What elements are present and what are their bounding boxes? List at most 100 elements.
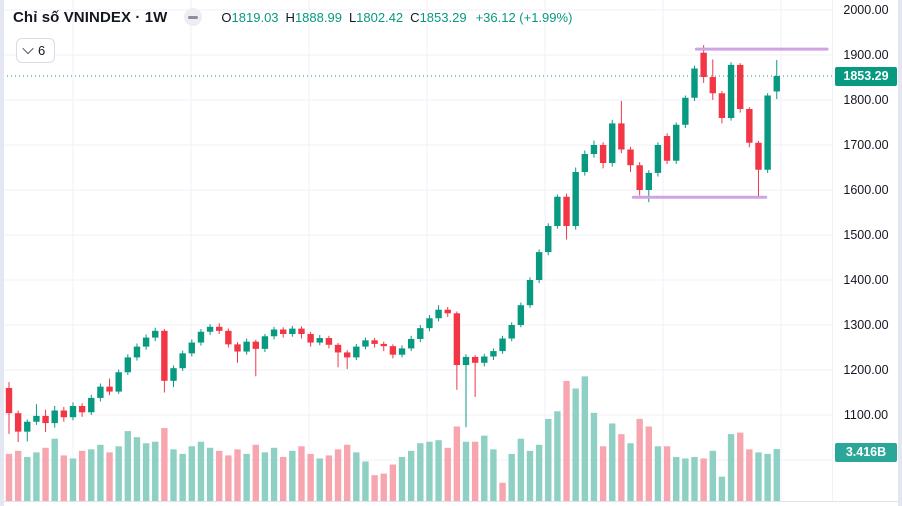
candle (673, 124, 680, 161)
candle (645, 172, 652, 190)
candle (362, 340, 369, 347)
candle (316, 338, 323, 343)
volume-bar (590, 412, 598, 501)
candle (718, 93, 726, 118)
candle (417, 328, 424, 339)
volume-bar (24, 456, 31, 501)
volume-bar (453, 426, 461, 501)
volume-bar (60, 455, 68, 501)
high-label: H (285, 9, 295, 25)
volume-bar (691, 456, 698, 501)
volume-bar (389, 464, 397, 501)
candle (51, 410, 58, 424)
low-value: 1802.42 (356, 9, 404, 25)
candle (343, 352, 351, 358)
candle (188, 342, 195, 354)
price-axis-label: 1500.00 (843, 228, 889, 242)
candle (389, 346, 397, 355)
legend-toggle-icon[interactable] (184, 8, 203, 26)
candle (170, 368, 177, 381)
volume-bar (51, 438, 58, 501)
volume-bar (380, 473, 387, 501)
candle (426, 318, 433, 329)
candle (307, 334, 314, 343)
volume-bar (142, 443, 150, 501)
candle (627, 149, 634, 166)
candle (773, 76, 780, 92)
candle (746, 109, 753, 143)
candle (142, 337, 150, 347)
volume-bar (755, 452, 762, 501)
candle (124, 357, 132, 373)
volume-bar (727, 434, 735, 501)
close-label: C (410, 9, 420, 25)
volume-bar (663, 446, 671, 501)
candle (289, 328, 296, 334)
ohlc-low: L1802.42 (349, 10, 403, 25)
candle (755, 142, 762, 170)
volume-bar (398, 456, 406, 501)
volume-bar (682, 458, 689, 501)
volume-bar (316, 458, 323, 501)
price-axis-label: 1300.00 (843, 318, 889, 332)
volume-bar (261, 452, 269, 501)
object-tree-button[interactable]: 6 (16, 38, 56, 63)
candle (206, 326, 214, 332)
candle (581, 154, 589, 172)
volume-bar (517, 438, 525, 501)
candle (14, 413, 22, 432)
volume-bar (252, 444, 259, 501)
volume-bar (526, 450, 534, 501)
chevron-down-icon (22, 42, 34, 54)
volume-bar (746, 449, 753, 501)
chart-legend: Chỉ số VNINDEX · 1W O1819.03 H1888.99 L1… (13, 8, 572, 26)
candle (526, 280, 534, 306)
candle (535, 252, 543, 280)
candle (60, 410, 68, 418)
candle (234, 344, 241, 352)
price-axis-label: 2000.00 (843, 3, 889, 17)
volume-bar (599, 446, 607, 501)
volume-bar (618, 434, 625, 501)
volume-bar (5, 453, 13, 501)
change-value: +36.12 (+1.99%) (475, 9, 573, 25)
candle (453, 313, 461, 366)
candle (398, 348, 406, 355)
price-axis-label: 1400.00 (843, 273, 889, 287)
window-bottom-edge (4, 501, 898, 506)
volume-bar (280, 456, 287, 501)
price-axis-label: 1900.00 (843, 48, 889, 62)
volume-bar (481, 435, 488, 501)
volume-bar (545, 418, 552, 501)
volume-bar (407, 450, 415, 501)
volume-bar (298, 446, 305, 501)
volume-bar (627, 443, 634, 501)
candle (499, 338, 506, 352)
close-value: 1853.29 (419, 9, 467, 25)
volume-bar (508, 453, 515, 501)
volume-bar (353, 452, 360, 501)
price-axis-label: 1200.00 (843, 363, 889, 377)
volume-bar (417, 443, 424, 501)
candle (152, 330, 159, 338)
candle (636, 165, 643, 190)
candle (115, 372, 122, 392)
volume-bar (645, 426, 652, 501)
volume-bar (444, 447, 451, 501)
candle (133, 346, 141, 358)
candle (270, 329, 278, 337)
volume-bar (462, 441, 470, 501)
volume-bar (106, 452, 113, 501)
symbol-title[interactable]: Chỉ số VNINDEX · 1W (13, 8, 168, 26)
candle (545, 226, 552, 253)
candle (252, 341, 259, 349)
volume-bar (609, 423, 616, 501)
price-axis[interactable]: 1853.29 3.416B 2000.00 1900.00 1800.00 1700… (832, 0, 899, 501)
candle (261, 336, 269, 349)
volume-bar (471, 441, 479, 501)
volume-bar (179, 453, 186, 501)
open-value: 1819.03 (231, 9, 279, 25)
volume-bar (334, 449, 342, 501)
